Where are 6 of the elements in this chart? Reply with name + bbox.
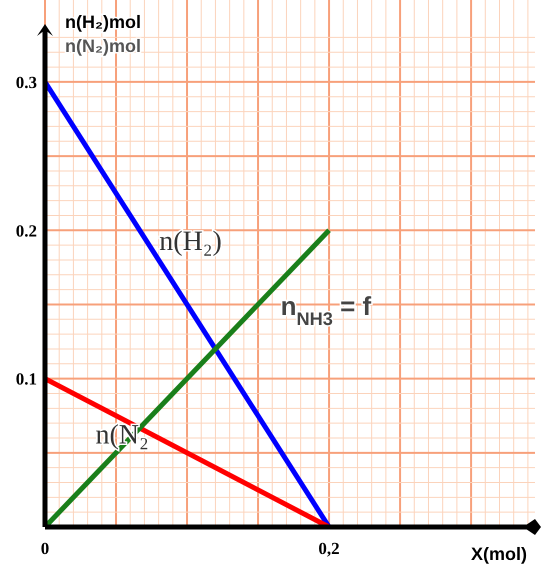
y-tick-label: 0.1 (16, 370, 37, 389)
x-tick-label: 0 (40, 539, 50, 558)
y-tick-label: 0.3 (16, 72, 37, 92)
y-tick-label: 0.2 (16, 221, 37, 240)
x-axis-title: X(mol) (471, 544, 527, 564)
x-tick-label: 0,2 (318, 539, 340, 558)
